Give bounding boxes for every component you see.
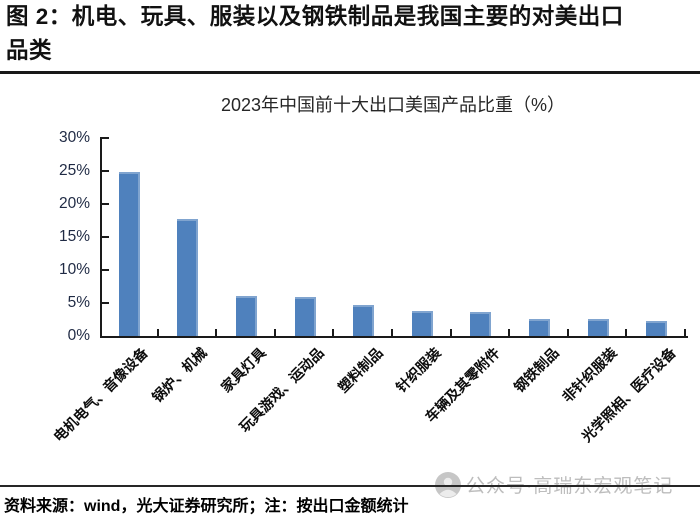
title-divider xyxy=(0,71,700,74)
y-tick-mark xyxy=(100,302,109,304)
x-category-label: 钢铁制品 xyxy=(510,344,562,396)
bar xyxy=(529,319,550,336)
bar xyxy=(411,311,433,336)
figure-title-line1: 图 2：机电、玩具、服装以及钢铁制品是我国主要的对美出口 xyxy=(6,4,624,29)
x-category-label: 塑料制品 xyxy=(334,344,386,396)
x-tick-mark xyxy=(273,329,276,336)
bar xyxy=(177,219,199,336)
bar xyxy=(353,305,375,336)
y-tick-label: 30% xyxy=(58,129,90,146)
x-tick-mark xyxy=(156,329,159,336)
y-tick-label: 25% xyxy=(58,162,90,179)
y-tick-mark xyxy=(100,236,109,238)
x-category-label: 电机电气、音像设备 xyxy=(50,344,152,445)
bar xyxy=(294,297,316,336)
x-tick-mark xyxy=(566,329,569,336)
bar xyxy=(470,312,492,336)
x-tick-mark xyxy=(449,329,452,336)
y-tick-mark xyxy=(100,203,109,205)
x-tick-mark xyxy=(391,329,393,336)
y-tick-label: 20% xyxy=(58,195,90,212)
x-tick-mark xyxy=(508,329,511,336)
x-category-label: 家具灯具 xyxy=(217,344,269,396)
y-tick-label: 10% xyxy=(58,261,90,278)
x-tick-mark xyxy=(684,329,686,336)
source-note: 资料来源：wind，光大证券研究所；注：按出口金额统计 xyxy=(4,498,409,515)
bar xyxy=(236,296,257,336)
bar xyxy=(646,321,668,336)
y-tick-mark xyxy=(100,170,109,172)
y-tick-mark xyxy=(100,137,109,139)
y-tick-label: 5% xyxy=(67,294,90,311)
bar xyxy=(118,172,140,336)
x-category-label: 针织服装 xyxy=(393,344,445,396)
x-category-label: 锅炉、机械 xyxy=(148,344,210,406)
figure-title: 图 2：机电、玩具、服装以及钢铁制品是我国主要的对美出口 品类 xyxy=(6,0,694,68)
y-tick-mark xyxy=(100,269,109,271)
bar xyxy=(587,319,609,336)
x-tick-mark xyxy=(332,329,335,336)
chart-title: 2023年中国前十大出口美国产品比重（%） xyxy=(220,95,566,115)
figure-title-line2: 品类 xyxy=(6,38,53,63)
x-tick-mark xyxy=(215,329,218,336)
y-tick-label: 15% xyxy=(58,228,90,245)
y-tick-label: 0% xyxy=(67,327,90,344)
x-tick-mark xyxy=(625,329,628,336)
x-axis-line xyxy=(100,336,688,338)
bar-chart: 2023年中国前十大出口美国产品比重（%） 0% 5% 10% 15% 20% 25% 30… xyxy=(50,95,688,445)
footer-divider xyxy=(0,485,700,487)
avatar-icon xyxy=(435,471,461,498)
